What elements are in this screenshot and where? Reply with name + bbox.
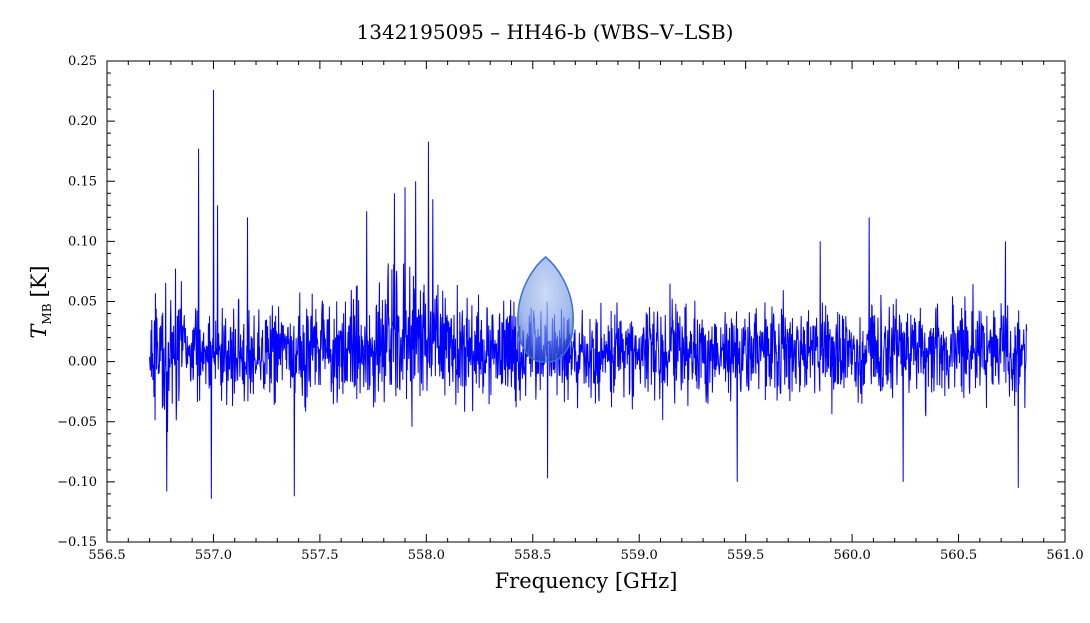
x-tick-label: 559.5 [727, 548, 764, 563]
x-tick-label: 560.5 [940, 548, 977, 563]
y-axis-label: TMB [K] [27, 265, 54, 338]
svg-text:TMB[K]: TMB [K] [27, 265, 54, 338]
y-axis-label-main: T [27, 323, 51, 339]
x-tick-label: 559.0 [621, 548, 658, 563]
x-tick-label: 560.0 [834, 548, 871, 563]
y-tick-label: −0.10 [57, 475, 97, 490]
axis-ticks: 556.5 557.0 557.5 558.0 558.5 559.0 559.5 560.0… [57, 54, 1083, 563]
x-tick-label: 558.0 [408, 548, 445, 563]
y-tick-label: 0.25 [68, 54, 97, 69]
x-tick-label: 557.5 [301, 548, 338, 563]
plot-frame [106, 60, 1066, 543]
y-tick-label: −0.15 [57, 535, 97, 550]
x-tick-label: 557.0 [195, 548, 232, 563]
y-axis-label-sub: MB [40, 303, 54, 324]
x-tick-label: 558.5 [514, 548, 551, 563]
chart-title: 1342195095 – HH46-b (WBS–V–LSB) [357, 20, 734, 44]
x-axis-label: Frequency [GHz] [495, 569, 678, 593]
y-axis-label-unit: [K] [27, 265, 51, 297]
y-tick-label: 0.15 [68, 174, 97, 189]
y-tick-label: 0.00 [68, 355, 97, 370]
spectrum-line [149, 89, 1028, 499]
y-tick-label: 0.05 [68, 295, 97, 310]
line-highlight-marker [517, 256, 574, 363]
plot-area [149, 89, 1028, 499]
x-tick-label: 561.0 [1046, 548, 1083, 563]
y-tick-label: 0.10 [68, 234, 97, 249]
y-tick-label: 0.20 [68, 114, 97, 129]
y-tick-label: −0.05 [57, 415, 97, 430]
x-tick-label: 556.5 [88, 548, 125, 563]
